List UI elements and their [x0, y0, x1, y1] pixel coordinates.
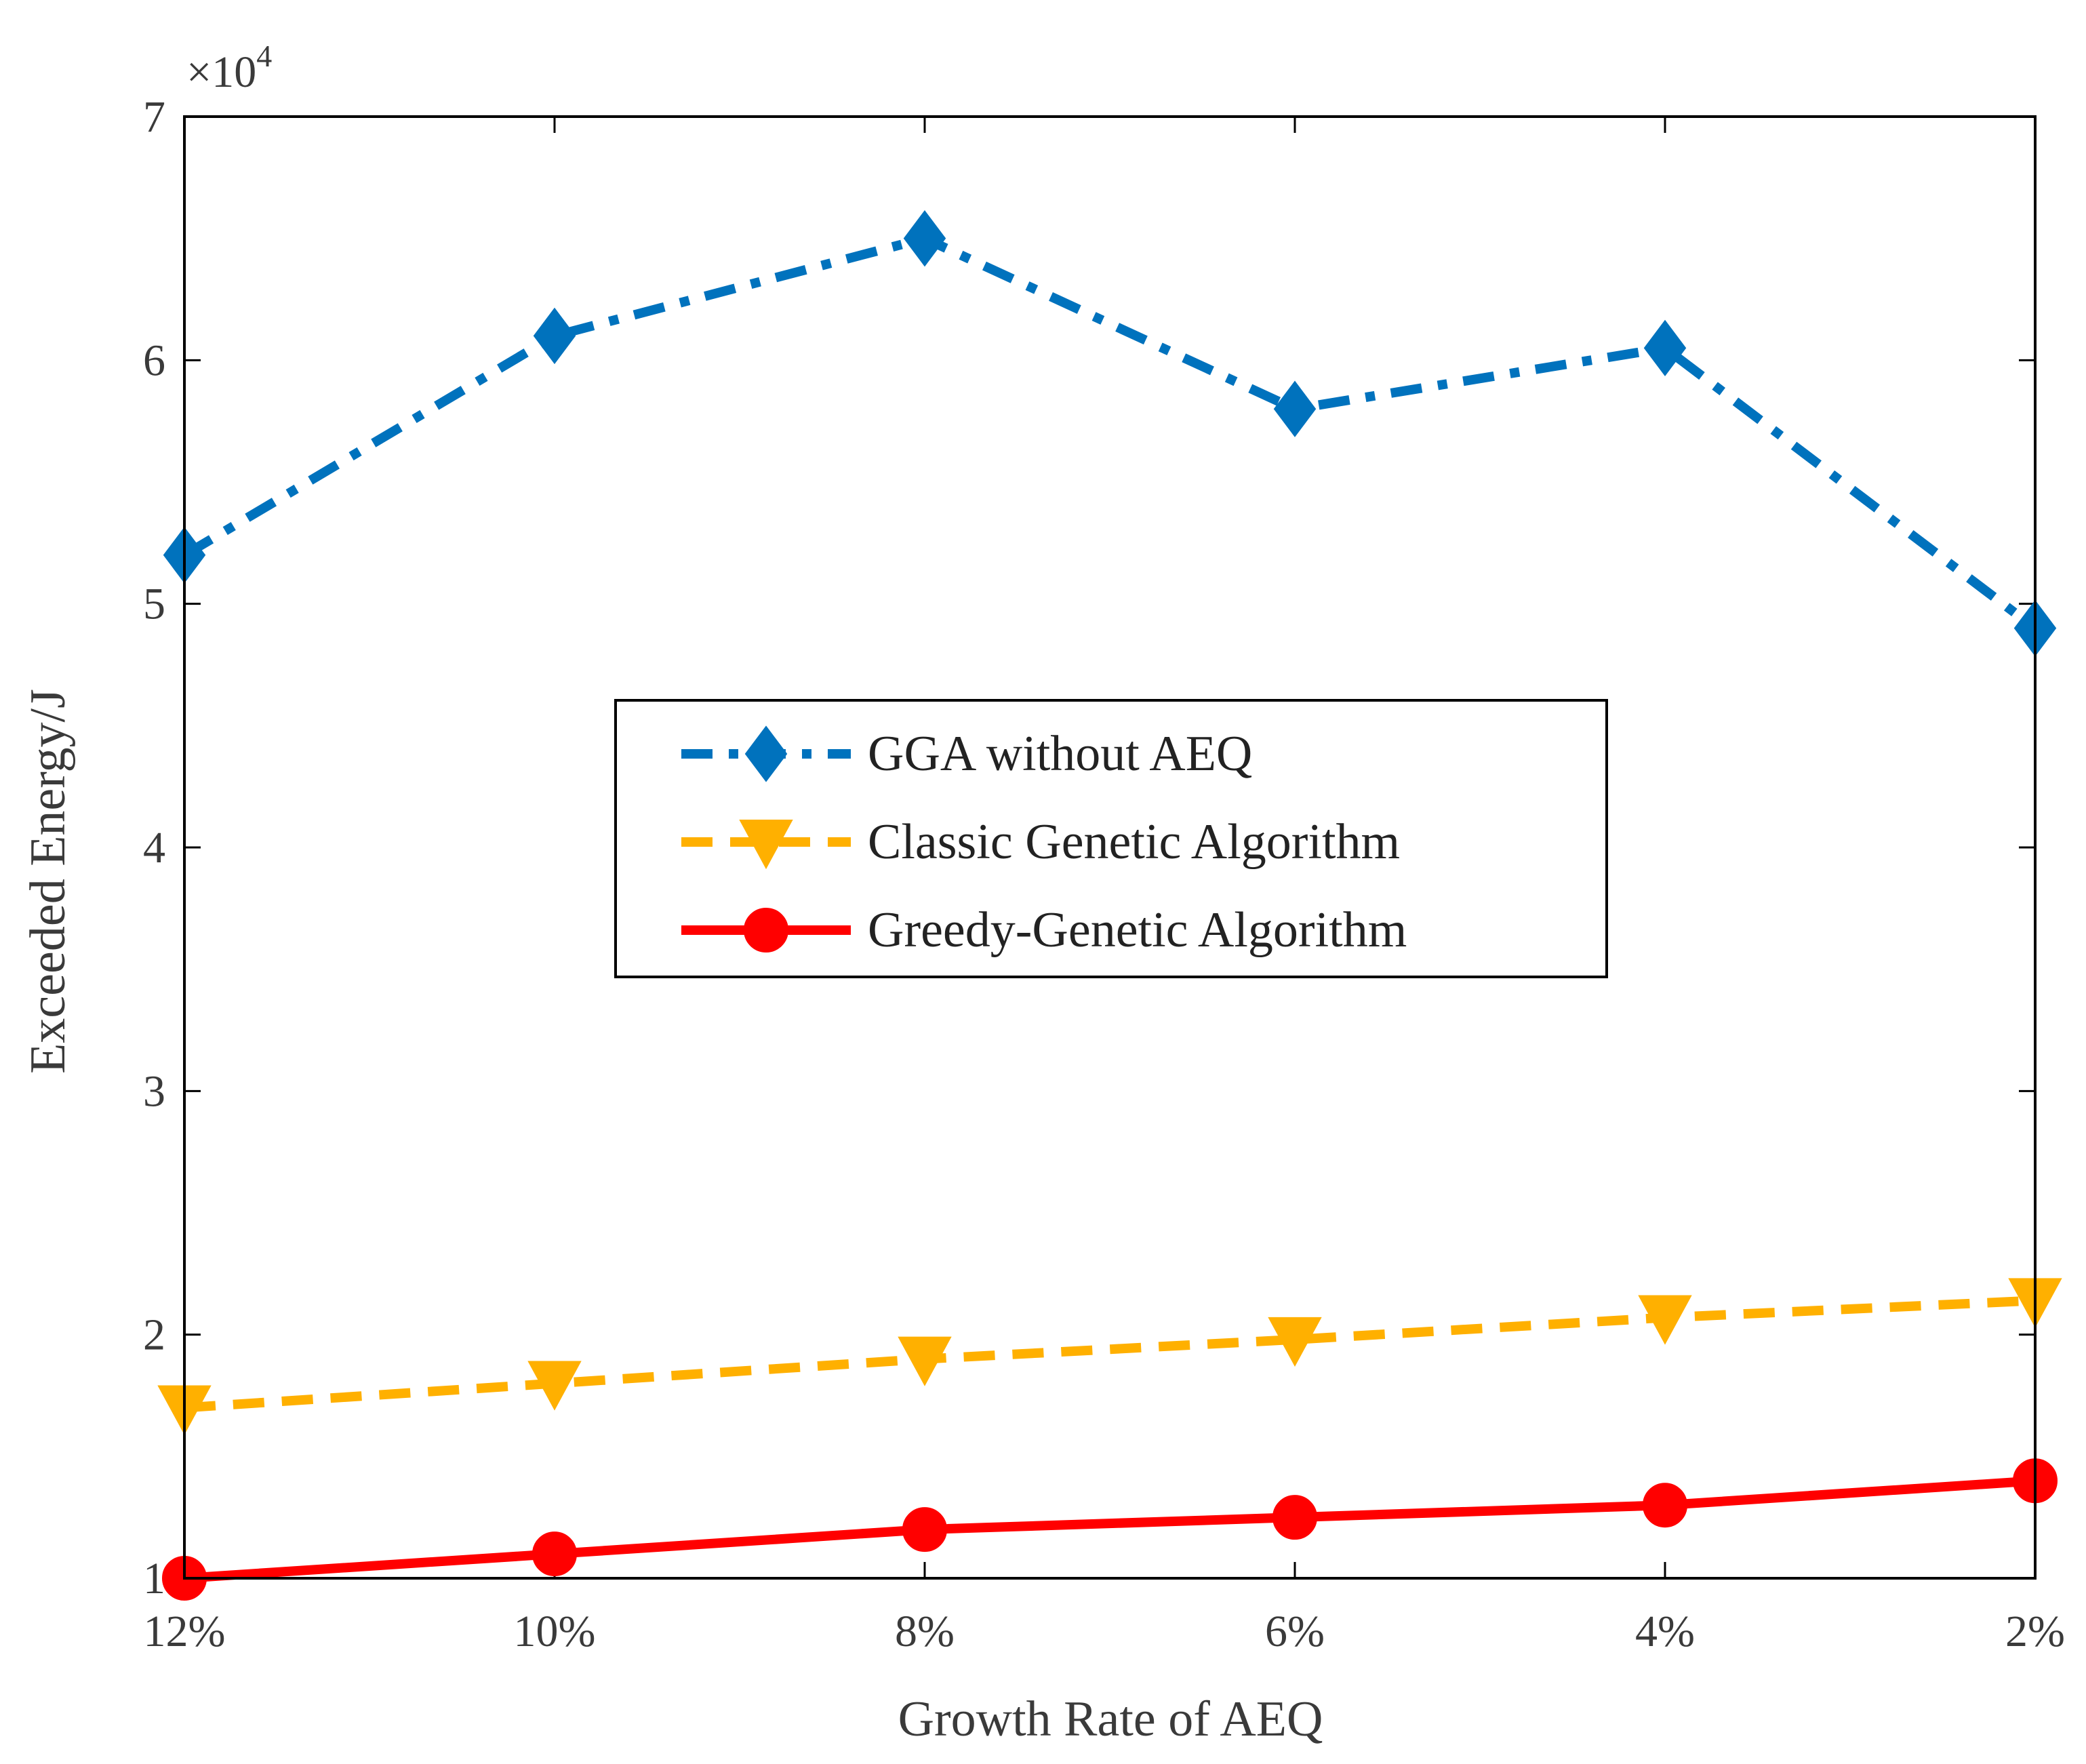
data-point: [533, 307, 576, 365]
x-tick-label: 12%: [144, 1607, 226, 1656]
x-tick-label: 8%: [895, 1607, 955, 1656]
y-tick-label: 1: [143, 1554, 165, 1603]
series-line: [184, 1296, 2036, 1413]
legend-label: GGA without AEQ: [868, 726, 1252, 782]
data-point: [1273, 380, 1317, 437]
data-point: [902, 1507, 947, 1552]
series-3: [162, 1458, 2058, 1601]
data-point: [1643, 1483, 1687, 1528]
data-point: [532, 1531, 577, 1577]
data-point: [898, 1336, 952, 1386]
y-tick-label: 4: [143, 823, 165, 873]
y-tick-label: 2: [143, 1310, 165, 1360]
y-tick-label: 3: [143, 1066, 165, 1116]
series-line: [184, 1476, 2036, 1583]
x-axis-title: Growth Rate of AEQ: [898, 1691, 1323, 1747]
legend-marker: [744, 725, 788, 782]
legend-marker: [739, 820, 793, 870]
series-line: [182, 233, 2039, 633]
data-point: [1272, 1495, 1317, 1540]
y-multiplier-exponent: 4: [256, 39, 272, 73]
plot-frame: [183, 115, 2037, 1580]
data-point: [903, 209, 946, 267]
legend-marker: [744, 908, 788, 953]
legend-item: GGA without AEQ: [681, 725, 1252, 782]
legend-item: Greedy-Genetic Algorithm: [681, 902, 1407, 958]
legend-label: Greedy-Genetic Algorithm: [868, 902, 1407, 958]
data-point: [527, 1361, 582, 1411]
y-multiplier-base: ×10: [186, 47, 256, 97]
x-tick-label: 10%: [514, 1607, 596, 1656]
legend-label: Classic Genetic Algorithm: [868, 814, 1400, 870]
data-point: [1638, 1295, 1692, 1345]
x-tick-label: 2%: [2005, 1607, 2065, 1656]
y-tick-label: 5: [143, 580, 165, 629]
y-tick-label: 6: [143, 336, 165, 385]
data-point: [1643, 319, 1687, 377]
legend-item: Classic Genetic Algorithm: [681, 814, 1400, 870]
y-multiplier: ×104: [186, 39, 272, 97]
y-tick-label: 7: [143, 92, 165, 142]
series-1: [163, 209, 2057, 657]
y-axis-ticks: 1 2 3 4 5 6 7: [143, 92, 2035, 1603]
legend: GGA without AEQ Classic Genetic Algorithm…: [614, 699, 1608, 978]
series-layer: [157, 209, 2062, 1601]
data-point: [1268, 1317, 1322, 1367]
x-tick-label: 6%: [1265, 1607, 1325, 1656]
x-tick-label: 4%: [1635, 1607, 1695, 1656]
series-2: [157, 1278, 2062, 1435]
y-axis-title: Exceeded Energy/J: [20, 689, 76, 1074]
x-axis-ticks: 12% 10% 8% 6% 4% 2%: [144, 117, 2065, 1656]
